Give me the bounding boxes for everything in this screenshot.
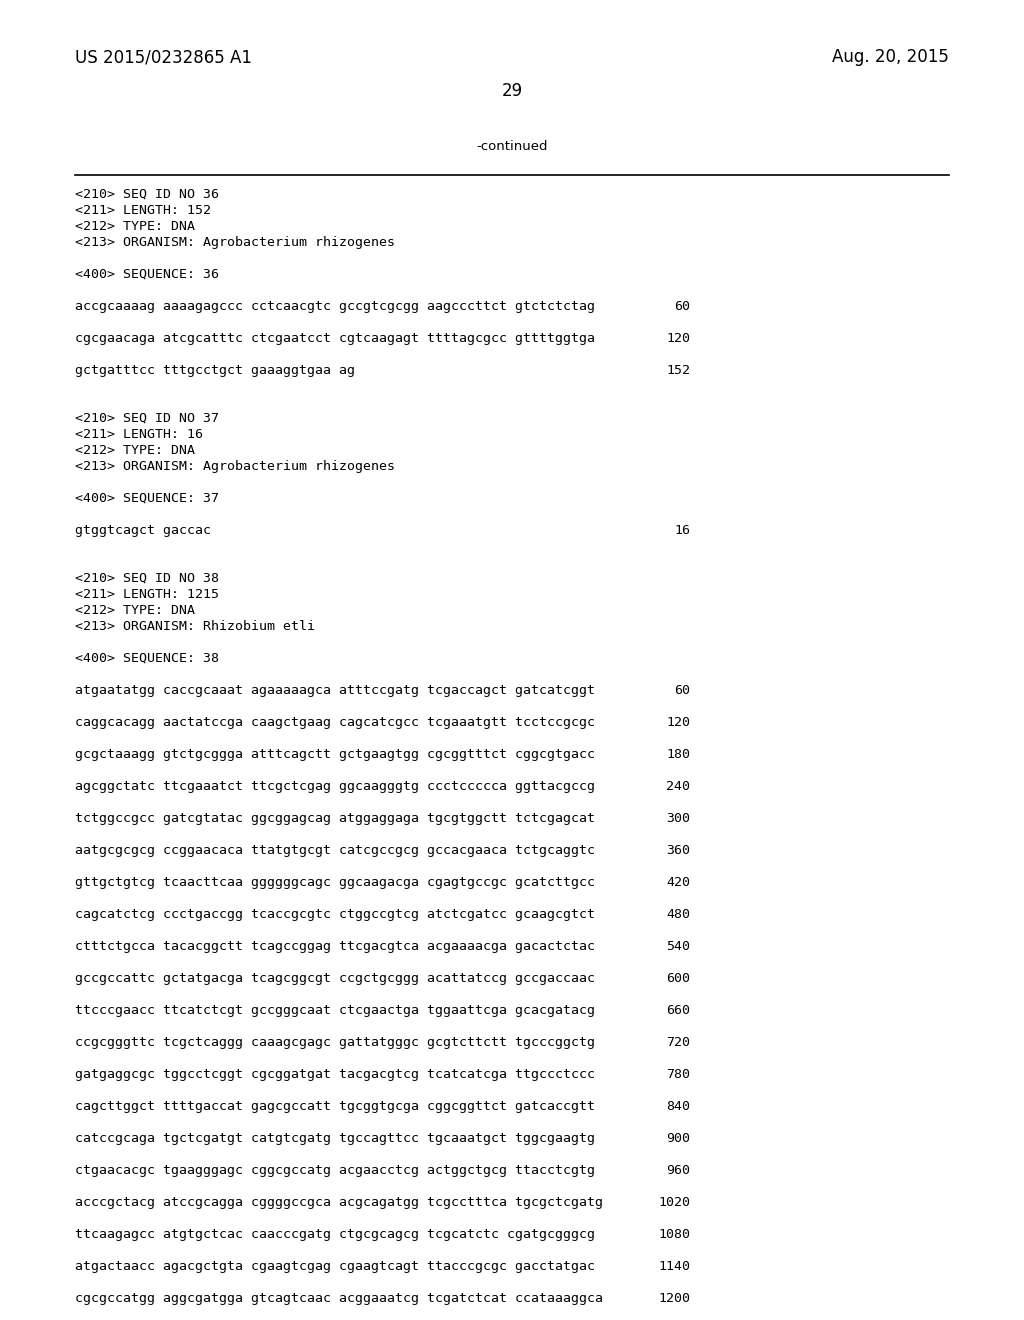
Text: <211> LENGTH: 152: <211> LENGTH: 152 bbox=[75, 205, 211, 216]
Text: Aug. 20, 2015: Aug. 20, 2015 bbox=[833, 48, 949, 66]
Text: gcgctaaagg gtctgcggga atttcagctt gctgaagtgg cgcggtttct cggcgtgacc: gcgctaaagg gtctgcggga atttcagctt gctgaag… bbox=[75, 748, 595, 762]
Text: cgcgaacaga atcgcatttc ctcgaatcct cgtcaagagt ttttagcgcc gttttggtga: cgcgaacaga atcgcatttc ctcgaatcct cgtcaag… bbox=[75, 333, 595, 345]
Text: <213> ORGANISM: Agrobacterium rhizogenes: <213> ORGANISM: Agrobacterium rhizogenes bbox=[75, 236, 395, 249]
Text: 120: 120 bbox=[666, 333, 690, 345]
Text: <400> SEQUENCE: 36: <400> SEQUENCE: 36 bbox=[75, 268, 219, 281]
Text: <400> SEQUENCE: 38: <400> SEQUENCE: 38 bbox=[75, 652, 219, 665]
Text: <210> SEQ ID NO 38: <210> SEQ ID NO 38 bbox=[75, 572, 219, 585]
Text: ctttctgcca tacacggctt tcagccggag ttcgacgtca acgaaaacga gacactctac: ctttctgcca tacacggctt tcagccggag ttcgacg… bbox=[75, 940, 595, 953]
Text: 152: 152 bbox=[666, 364, 690, 378]
Text: 600: 600 bbox=[666, 972, 690, 985]
Text: ccgcgggttc tcgctcaggg caaagcgagc gattatgggc gcgtcttctt tgcccggctg: ccgcgggttc tcgctcaggg caaagcgagc gattatg… bbox=[75, 1036, 595, 1049]
Text: -continued: -continued bbox=[476, 140, 548, 153]
Text: 180: 180 bbox=[666, 748, 690, 762]
Text: 900: 900 bbox=[666, 1133, 690, 1144]
Text: 240: 240 bbox=[666, 780, 690, 793]
Text: ctgaacacgc tgaagggagc cggcgccatg acgaacctcg actggctgcg ttacctcgtg: ctgaacacgc tgaagggagc cggcgccatg acgaacc… bbox=[75, 1164, 595, 1177]
Text: catccgcaga tgctcgatgt catgtcgatg tgccagttcc tgcaaatgct tggcgaagtg: catccgcaga tgctcgatgt catgtcgatg tgccagt… bbox=[75, 1133, 595, 1144]
Text: 60: 60 bbox=[674, 684, 690, 697]
Text: acccgctacg atccgcagga cggggccgca acgcagatgg tcgcctttca tgcgctcgatg: acccgctacg atccgcagga cggggccgca acgcaga… bbox=[75, 1196, 603, 1209]
Text: cagcatctcg ccctgaccgg tcaccgcgtc ctggccgtcg atctcgatcc gcaagcgtct: cagcatctcg ccctgaccgg tcaccgcgtc ctggccg… bbox=[75, 908, 595, 921]
Text: ttcccgaacc ttcatctcgt gccgggcaat ctcgaactga tggaattcga gcacgatacg: ttcccgaacc ttcatctcgt gccgggcaat ctcgaac… bbox=[75, 1005, 595, 1016]
Text: 420: 420 bbox=[666, 876, 690, 888]
Text: agcggctatc ttcgaaatct ttcgctcgag ggcaagggtg ccctccccca ggttacgccg: agcggctatc ttcgaaatct ttcgctcgag ggcaagg… bbox=[75, 780, 595, 793]
Text: gccgccattc gctatgacga tcagcggcgt ccgctgcggg acattatccg gccgaccaac: gccgccattc gctatgacga tcagcggcgt ccgctgc… bbox=[75, 972, 595, 985]
Text: 29: 29 bbox=[502, 82, 522, 100]
Text: 60: 60 bbox=[674, 300, 690, 313]
Text: 1080: 1080 bbox=[658, 1228, 690, 1241]
Text: 840: 840 bbox=[666, 1100, 690, 1113]
Text: 1020: 1020 bbox=[658, 1196, 690, 1209]
Text: 16: 16 bbox=[674, 524, 690, 537]
Text: <212> TYPE: DNA: <212> TYPE: DNA bbox=[75, 444, 195, 457]
Text: gtggtcagct gaccac: gtggtcagct gaccac bbox=[75, 524, 211, 537]
Text: <211> LENGTH: 1215: <211> LENGTH: 1215 bbox=[75, 587, 219, 601]
Text: 960: 960 bbox=[666, 1164, 690, 1177]
Text: atgaatatgg caccgcaaat agaaaaagca atttccgatg tcgaccagct gatcatcggt: atgaatatgg caccgcaaat agaaaaagca atttccg… bbox=[75, 684, 595, 697]
Text: 1140: 1140 bbox=[658, 1261, 690, 1272]
Text: cagcttggct ttttgaccat gagcgccatt tgcggtgcga cggcggttct gatcaccgtt: cagcttggct ttttgaccat gagcgccatt tgcggtg… bbox=[75, 1100, 595, 1113]
Text: 120: 120 bbox=[666, 715, 690, 729]
Text: <210> SEQ ID NO 36: <210> SEQ ID NO 36 bbox=[75, 187, 219, 201]
Text: <211> LENGTH: 16: <211> LENGTH: 16 bbox=[75, 428, 203, 441]
Text: 300: 300 bbox=[666, 812, 690, 825]
Text: aatgcgcgcg ccggaacaca ttatgtgcgt catcgccgcg gccacgaaca tctgcaggtc: aatgcgcgcg ccggaacaca ttatgtgcgt catcgcc… bbox=[75, 843, 595, 857]
Text: <400> SEQUENCE: 37: <400> SEQUENCE: 37 bbox=[75, 492, 219, 506]
Text: <212> TYPE: DNA: <212> TYPE: DNA bbox=[75, 605, 195, 616]
Text: ttcaagagcc atgtgctcac caacccgatg ctgcgcagcg tcgcatctc cgatgcgggcg: ttcaagagcc atgtgctcac caacccgatg ctgcgca… bbox=[75, 1228, 595, 1241]
Text: gatgaggcgc tggcctcggt cgcggatgat tacgacgtcg tcatcatcga ttgccctccc: gatgaggcgc tggcctcggt cgcggatgat tacgacg… bbox=[75, 1068, 595, 1081]
Text: caggcacagg aactatccga caagctgaag cagcatcgcc tcgaaatgtt tcctccgcgc: caggcacagg aactatccga caagctgaag cagcatc… bbox=[75, 715, 595, 729]
Text: 660: 660 bbox=[666, 1005, 690, 1016]
Text: 780: 780 bbox=[666, 1068, 690, 1081]
Text: <210> SEQ ID NO 37: <210> SEQ ID NO 37 bbox=[75, 412, 219, 425]
Text: 720: 720 bbox=[666, 1036, 690, 1049]
Text: accgcaaaag aaaagagccc cctcaacgtc gccgtcgcgg aagcccttct gtctctctag: accgcaaaag aaaagagccc cctcaacgtc gccgtcg… bbox=[75, 300, 595, 313]
Text: tctggccgcc gatcgtatac ggcggagcag atggaggaga tgcgtggctt tctcgagcat: tctggccgcc gatcgtatac ggcggagcag atggagg… bbox=[75, 812, 595, 825]
Text: 540: 540 bbox=[666, 940, 690, 953]
Text: US 2015/0232865 A1: US 2015/0232865 A1 bbox=[75, 48, 252, 66]
Text: atgactaacc agacgctgta cgaagtcgag cgaagtcagt ttacccgcgc gacctatgac: atgactaacc agacgctgta cgaagtcgag cgaagtc… bbox=[75, 1261, 595, 1272]
Text: cgcgccatgg aggcgatgga gtcagtcaac acggaaatcg tcgatctcat ccataaaggca: cgcgccatgg aggcgatgga gtcagtcaac acggaaa… bbox=[75, 1292, 603, 1305]
Text: 480: 480 bbox=[666, 908, 690, 921]
Text: <212> TYPE: DNA: <212> TYPE: DNA bbox=[75, 220, 195, 234]
Text: gctgatttcc tttgcctgct gaaaggtgaa ag: gctgatttcc tttgcctgct gaaaggtgaa ag bbox=[75, 364, 355, 378]
Text: 1200: 1200 bbox=[658, 1292, 690, 1305]
Text: gttgctgtcg tcaacttcaa ggggggcagc ggcaagacga cgagtgccgc gcatcttgcc: gttgctgtcg tcaacttcaa ggggggcagc ggcaaga… bbox=[75, 876, 595, 888]
Text: 360: 360 bbox=[666, 843, 690, 857]
Text: <213> ORGANISM: Rhizobium etli: <213> ORGANISM: Rhizobium etli bbox=[75, 620, 315, 634]
Text: <213> ORGANISM: Agrobacterium rhizogenes: <213> ORGANISM: Agrobacterium rhizogenes bbox=[75, 459, 395, 473]
